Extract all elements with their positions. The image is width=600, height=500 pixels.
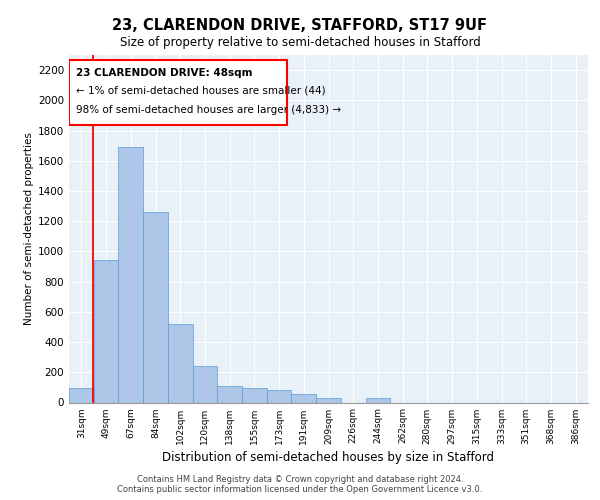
Bar [193, 366, 217, 403]
Bar [242, 388, 267, 402]
Bar [69, 388, 94, 402]
Text: 23 CLARENDON DRIVE: 48sqm: 23 CLARENDON DRIVE: 48sqm [76, 68, 252, 78]
Bar [267, 390, 292, 402]
Bar [94, 260, 118, 402]
Bar [292, 394, 316, 402]
Bar [316, 398, 341, 402]
Text: ← 1% of semi-detached houses are smaller (44): ← 1% of semi-detached houses are smaller… [76, 86, 325, 96]
Bar [143, 212, 168, 402]
Bar [217, 386, 242, 402]
X-axis label: Distribution of semi-detached houses by size in Stafford: Distribution of semi-detached houses by … [163, 450, 494, 464]
Bar [118, 147, 143, 403]
Text: 98% of semi-detached houses are larger (4,833) →: 98% of semi-detached houses are larger (… [76, 105, 341, 115]
Text: Contains public sector information licensed under the Open Government Licence v3: Contains public sector information licen… [118, 484, 482, 494]
Bar [365, 398, 390, 402]
FancyBboxPatch shape [70, 60, 287, 124]
Text: Contains HM Land Registry data © Crown copyright and database right 2024.: Contains HM Land Registry data © Crown c… [137, 475, 463, 484]
Bar [168, 324, 193, 402]
Text: Size of property relative to semi-detached houses in Stafford: Size of property relative to semi-detach… [119, 36, 481, 49]
Text: 23, CLARENDON DRIVE, STAFFORD, ST17 9UF: 23, CLARENDON DRIVE, STAFFORD, ST17 9UF [113, 18, 487, 32]
Y-axis label: Number of semi-detached properties: Number of semi-detached properties [24, 132, 34, 325]
